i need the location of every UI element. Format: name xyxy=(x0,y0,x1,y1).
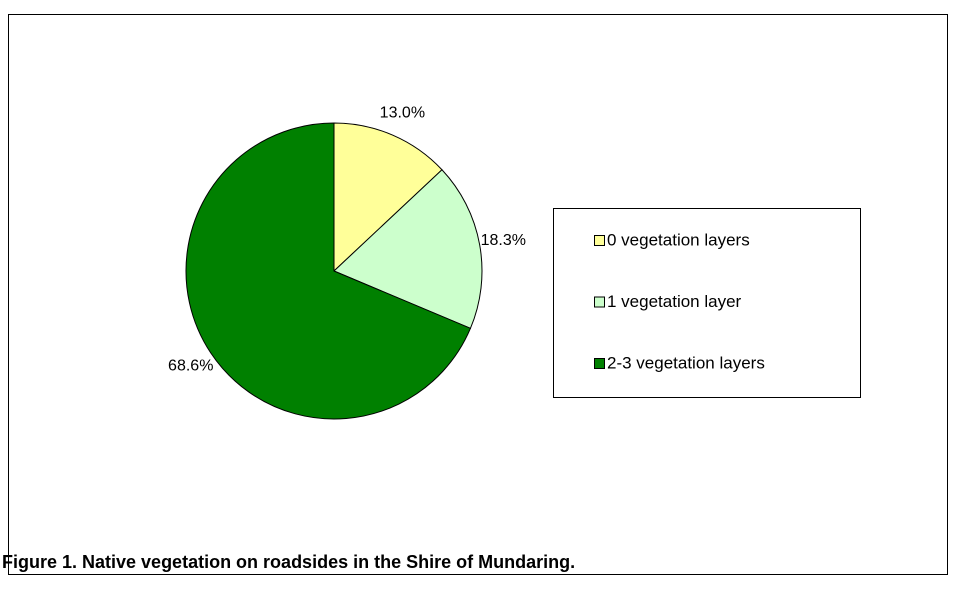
pie-slice xyxy=(185,122,472,420)
data-label: 18.3% xyxy=(481,232,526,249)
data-label: 13.0% xyxy=(380,104,425,121)
legend-label: 2-3 vegetation layers xyxy=(607,353,765,372)
legend-label: 1 vegetation layer xyxy=(607,292,742,311)
pie-slice xyxy=(333,122,443,273)
caption: Figure 1. Native vegetation on roadsides… xyxy=(2,552,575,572)
legend-label: 0 vegetation layers xyxy=(607,230,750,249)
pie-slice xyxy=(333,169,483,329)
legend-swatch xyxy=(594,296,605,308)
data-label: 68.6% xyxy=(168,357,213,374)
legend-swatch xyxy=(594,235,605,246)
legend-swatch xyxy=(594,358,605,369)
